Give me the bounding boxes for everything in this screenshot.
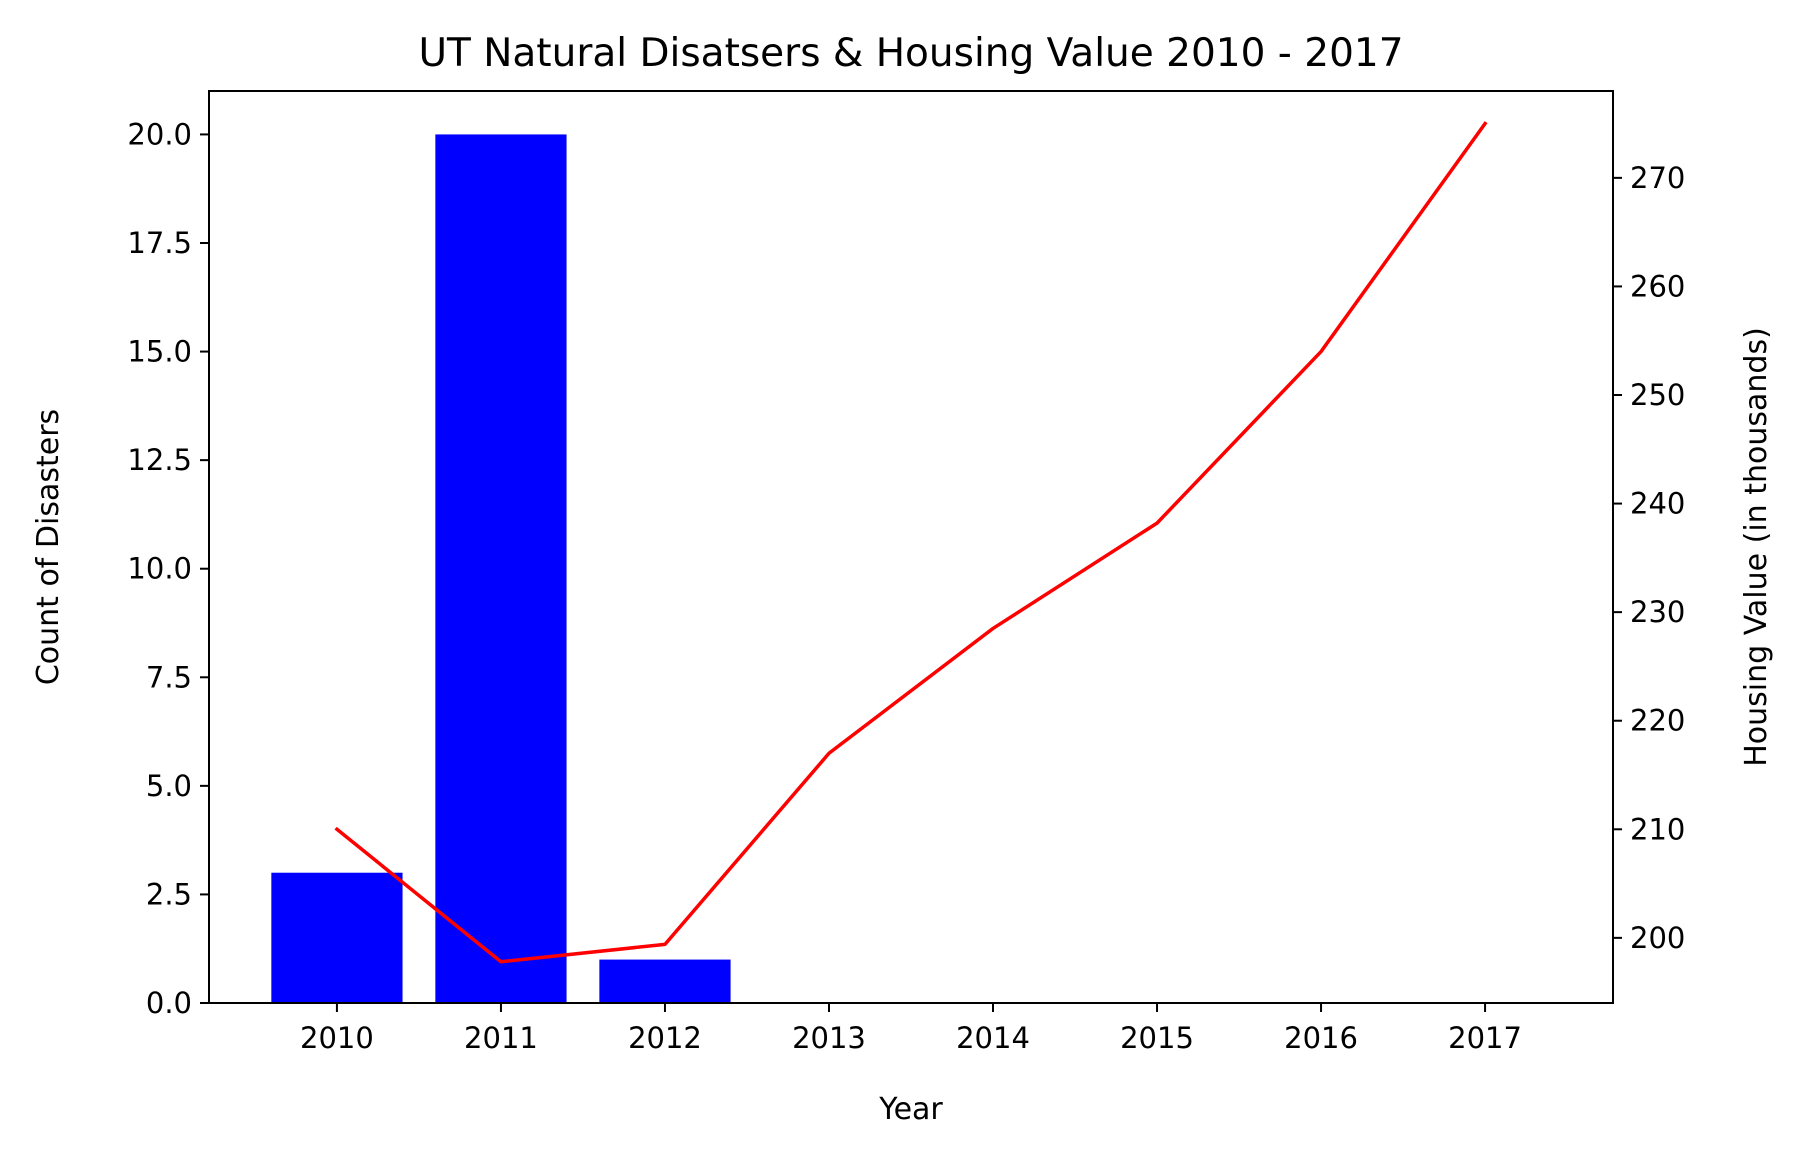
bar-2010 <box>271 872 403 1003</box>
y-left-tick-label-2.5: 2.5 <box>146 877 192 911</box>
line-layer <box>334 121 1488 964</box>
y-left-tick-label-20.0: 20.0 <box>127 117 192 151</box>
x-axis-label: Year <box>878 1092 943 1127</box>
bar-2011 <box>435 134 567 1003</box>
y-right-tick-label-240: 240 <box>1630 487 1685 521</box>
x-tick-label-2010: 2010 <box>300 1021 374 1055</box>
y-left-tick-label-0.0: 0.0 <box>146 986 192 1020</box>
chart-title: UT Natural Disatsers & Housing Value 201… <box>418 31 1403 76</box>
x-tick-label-2016: 2016 <box>1284 1021 1358 1055</box>
x-tick-label-2011: 2011 <box>464 1021 538 1055</box>
y-right-tick-label-230: 230 <box>1630 595 1685 629</box>
plot-frame <box>208 90 1614 1004</box>
y-right-tick-label-260: 260 <box>1630 269 1685 303</box>
y-right-tick-label-210: 210 <box>1630 812 1685 846</box>
x-tick-label-2012: 2012 <box>628 1021 702 1055</box>
y-left-tick-label-15.0: 15.0 <box>127 335 192 369</box>
ticks-layer: 2010 2011 2012 2013 2014 2015 2016 2017 0.0 2.5 5.… <box>127 117 1685 1055</box>
y-right-tick-label-200: 200 <box>1630 921 1685 955</box>
bars-layer <box>271 134 731 1003</box>
y-right-tick-label-270: 270 <box>1630 161 1685 195</box>
y-right-tick-label-220: 220 <box>1630 704 1685 738</box>
x-tick-label-2017: 2017 <box>1448 1021 1522 1055</box>
y-left-tick-label-5.0: 5.0 <box>146 769 192 803</box>
y-left-tick-label-12.5: 12.5 <box>127 443 192 477</box>
x-tick-label-2015: 2015 <box>1120 1021 1194 1055</box>
y-right-tick-label-250: 250 <box>1630 378 1685 412</box>
y-left-tick-label-17.5: 17.5 <box>127 226 192 260</box>
y-left-tick-label-10.0: 10.0 <box>127 552 192 586</box>
bar-2012 <box>599 959 731 1003</box>
y-right-axis-label: Housing Value (in thousands) <box>1739 327 1774 767</box>
y-left-tick-label-7.5: 7.5 <box>146 660 192 694</box>
y-left-axis-label: Count of Disasters <box>31 409 66 685</box>
housing-value-line <box>334 121 1488 964</box>
x-tick-label-2013: 2013 <box>792 1021 866 1055</box>
x-tick-label-2014: 2014 <box>956 1021 1030 1055</box>
